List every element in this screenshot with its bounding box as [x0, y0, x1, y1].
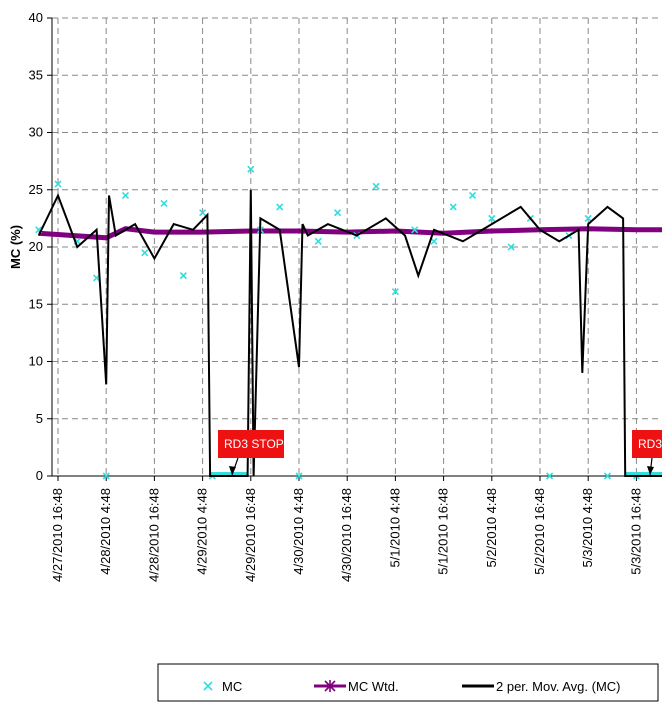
mc-point	[391, 288, 399, 296]
mc-point	[247, 165, 255, 173]
mc-point	[449, 203, 457, 211]
y-tick-label: 25	[29, 182, 43, 197]
series-mov-avg-line	[37, 189, 662, 477]
annotation-arrowhead	[647, 466, 654, 475]
legend-mc-wtd-label: MC Wtd.	[348, 679, 399, 694]
mc-point	[102, 472, 110, 480]
y-tick-label: 10	[29, 354, 43, 369]
legend-mc-wtd-marker	[324, 680, 336, 692]
annotations: RD3 STOP RD3	[218, 430, 662, 476]
series-layer	[35, 165, 662, 480]
mc-point	[430, 237, 438, 245]
mc-point	[276, 203, 284, 211]
x-tick-label: 4/29/2010 16:48	[243, 488, 258, 582]
annotation-box	[632, 430, 662, 458]
mc-point	[546, 472, 554, 480]
mc-point	[488, 214, 496, 222]
mc-point	[372, 182, 380, 190]
y-tick-label: 5	[36, 411, 43, 426]
mc-point	[141, 249, 149, 257]
annotation-callout: RD3 STOP	[218, 430, 284, 476]
mc-point	[603, 472, 612, 480]
x-tick-label: 5/1/2010 4:48	[387, 488, 402, 568]
x-tick-label: 4/27/2010 16:48	[50, 488, 65, 582]
mc-point	[584, 214, 592, 222]
mc-point	[314, 237, 322, 245]
x-tick-label: 4/29/2010 4:48	[195, 488, 210, 575]
y-tick-label: 30	[29, 125, 43, 140]
y-tick-label: 15	[29, 296, 43, 311]
mc-point	[179, 272, 187, 280]
mc-point	[121, 191, 130, 200]
y-tick-label: 0	[36, 468, 43, 483]
mc-point	[468, 191, 477, 200]
mc-point	[411, 226, 419, 234]
y-tick-label: 20	[29, 239, 43, 254]
x-tick-label: 5/3/2010 4:48	[580, 488, 595, 568]
y-tick-label: 40	[29, 10, 43, 25]
mc-point	[507, 243, 515, 251]
legend-mc-label: MC	[222, 679, 242, 694]
x-tick-label: 5/2/2010 4:48	[484, 488, 499, 568]
mc-point	[160, 199, 168, 208]
y-axis-title: MC (%)	[8, 225, 23, 269]
x-tick-label: 5/1/2010 16:48	[436, 488, 451, 575]
grid	[52, 17, 662, 476]
legend: MC MC Wtd. 2 per. Mov. Avg. (MC)	[157, 663, 659, 702]
x-tick-label: 4/30/2010 16:48	[339, 488, 354, 582]
legend-item-mc-wtd: MC Wtd.	[314, 679, 399, 694]
mc-point	[295, 472, 303, 480]
mc-point	[333, 209, 342, 217]
tick-labels: 0 5 10 15 20 25 30 35 40 4/27/2010 16:48 4/28/2010…	[29, 10, 644, 582]
annotation-callout: RD3	[632, 430, 662, 476]
legend-item-mc: MC	[203, 679, 242, 694]
annotation-label: RD3	[638, 437, 662, 451]
legend-mov-avg-label: 2 per. Mov. Avg. (MC)	[496, 679, 621, 694]
x-tick-label: 5/3/2010 16:48	[628, 488, 643, 575]
y-tick-label: 35	[29, 67, 43, 82]
x-tick-label: 4/28/2010 4:48	[98, 488, 113, 575]
legend-item-mov-avg: 2 per. Mov. Avg. (MC)	[462, 679, 621, 694]
annotation-arrowhead	[229, 466, 236, 475]
mc-point	[54, 180, 62, 188]
axes	[47, 17, 662, 481]
annotation-box	[218, 430, 284, 458]
x-tick-label: 4/28/2010 16:48	[146, 488, 161, 582]
x-tick-label: 4/30/2010 4:48	[291, 488, 306, 575]
legend-box	[157, 663, 659, 702]
x-tick-label: 5/2/2010 16:48	[532, 488, 547, 575]
legend-mc-marker	[203, 681, 213, 691]
mc-point	[199, 209, 207, 217]
annotation-label: RD3 STOP	[224, 437, 284, 451]
